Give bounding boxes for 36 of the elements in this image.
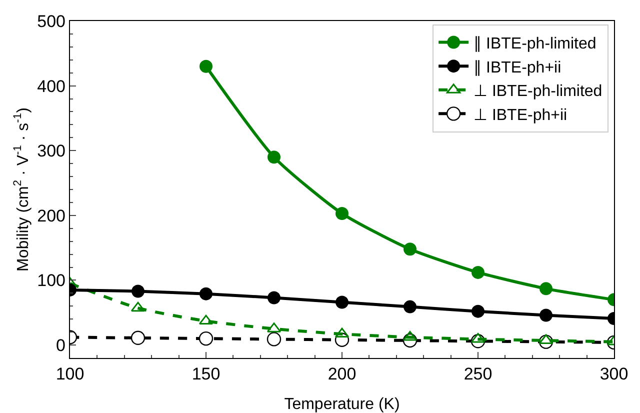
legend-label: ∥ IBTE-ph+ii (474, 59, 562, 76)
y-tick-label: 400 (37, 76, 66, 96)
legend-label: ⊥ IBTE-ph-limited (474, 83, 602, 100)
point (404, 242, 416, 256)
point (132, 284, 144, 298)
point (540, 282, 552, 296)
legend-label: ⊥ IBTE-ph+ii (474, 106, 568, 124)
x-axis-title: Temperature (K) (284, 396, 400, 413)
point (268, 291, 280, 304)
point (334, 328, 350, 338)
point (268, 150, 280, 164)
point (130, 302, 146, 312)
point (472, 304, 484, 318)
y-tick-label: 100 (37, 271, 66, 290)
legend-label: ∥ IBTE-ph-limited (474, 36, 596, 53)
x-tick-label: 300 (600, 364, 628, 384)
point (470, 332, 486, 343)
point (540, 308, 552, 322)
x-tick-label: 250 (464, 364, 492, 384)
point (130, 330, 146, 346)
point (336, 206, 348, 220)
point (200, 60, 212, 73)
y-tick-label: 0 (56, 336, 66, 355)
x-tick-label: 200 (328, 364, 356, 384)
point (336, 296, 348, 309)
y-tick-label: 300 (37, 142, 66, 161)
x-tick-label: 100 (56, 364, 84, 384)
point (266, 332, 282, 346)
y-tick-label: 200 (37, 206, 66, 226)
point (472, 266, 484, 279)
x-tick-label: 150 (192, 364, 220, 384)
point (198, 314, 214, 325)
point (404, 300, 416, 314)
y-tick-label: 500 (37, 12, 66, 31)
point (200, 287, 212, 300)
point (198, 331, 214, 346)
